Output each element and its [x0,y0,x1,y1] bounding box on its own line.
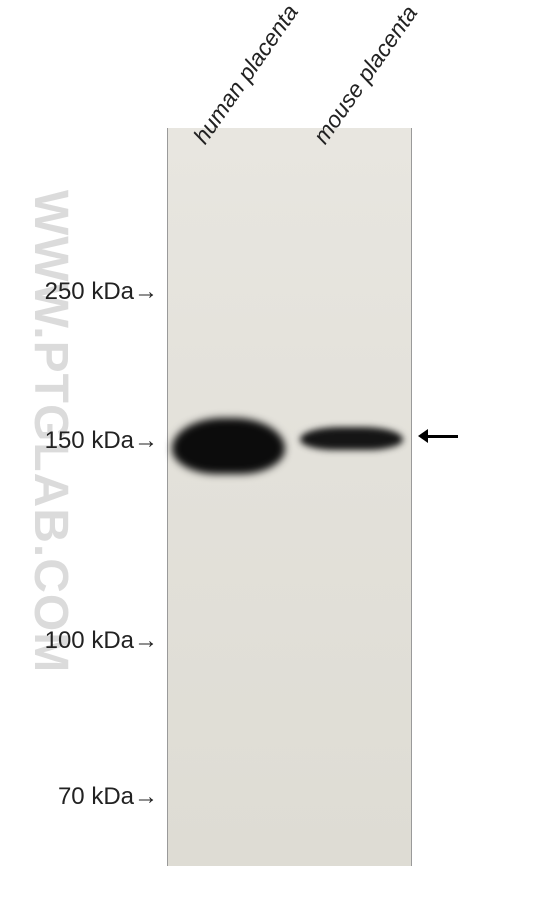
marker-250: 250 kDa→ [45,278,158,306]
band-human [172,418,285,474]
arrow-head-icon [418,429,428,443]
arrow-line [428,435,458,438]
marker-150: 150 kDa→ [45,427,158,455]
marker-100: 100 kDa→ [45,627,158,655]
band-mouse [300,427,404,450]
figure-container: WWW.PTGLAB.COM human placenta mouse plac… [0,0,550,903]
band-pointer-arrow [418,429,458,443]
marker-70: 70 kDa→ [58,783,158,811]
blot-membrane [167,128,412,866]
lane-label-mouse: mouse placenta [308,0,423,149]
lane-label-human: human placenta [188,0,304,149]
